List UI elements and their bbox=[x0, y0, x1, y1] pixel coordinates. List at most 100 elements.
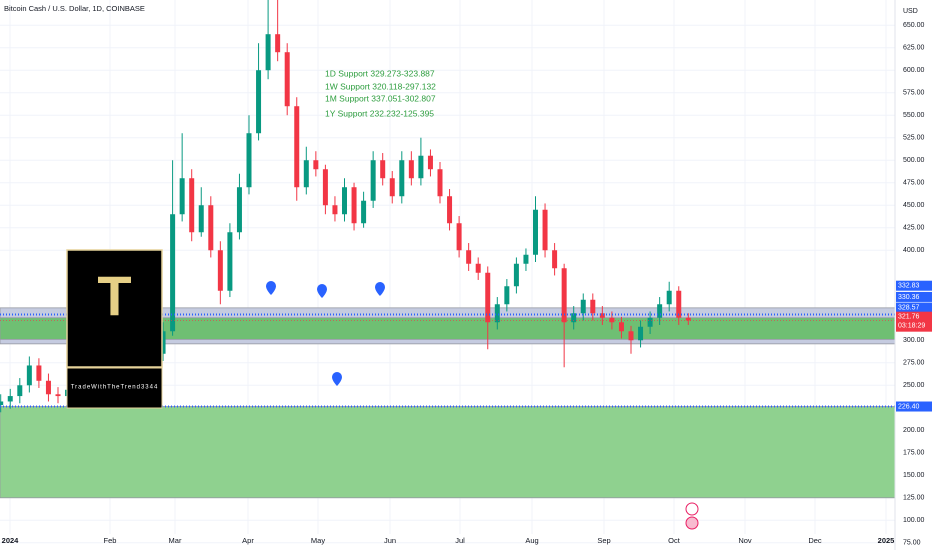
logo-letter: T bbox=[97, 264, 131, 327]
y-tick-label: 75.00 bbox=[903, 540, 921, 547]
pins bbox=[266, 281, 385, 386]
candle-body bbox=[380, 160, 386, 179]
candle-body bbox=[504, 286, 510, 305]
pin[interactable] bbox=[317, 284, 327, 298]
candle-body bbox=[399, 160, 405, 197]
candle-body bbox=[590, 299, 596, 314]
y-tick-label: 500.00 bbox=[903, 157, 925, 164]
candles bbox=[0, 0, 691, 413]
annotation: 1M Support 337.051-302.807 bbox=[325, 93, 436, 103]
y-tick-label: 525.00 bbox=[903, 135, 925, 142]
candle-body bbox=[418, 155, 424, 179]
pin[interactable] bbox=[375, 282, 385, 296]
x-tick-label: Mar bbox=[169, 536, 182, 545]
candle-body bbox=[236, 187, 242, 233]
y-tick-label: 250.00 bbox=[903, 382, 925, 389]
x-tick-label: 2024 bbox=[2, 536, 20, 545]
candle-body bbox=[217, 250, 223, 291]
logo-box bbox=[66, 249, 163, 368]
x-tick-label: Sep bbox=[597, 536, 610, 545]
y-tick-label: 200.00 bbox=[903, 427, 925, 434]
y-tick-label: 575.00 bbox=[903, 90, 925, 97]
price-label-bg bbox=[896, 401, 932, 412]
annotation: 1Y Support 232.232-125.395 bbox=[325, 108, 434, 118]
price-label: 330.36 bbox=[898, 294, 920, 301]
y-tick-label: 300.00 bbox=[903, 337, 925, 344]
pin[interactable] bbox=[332, 372, 342, 386]
candle-body bbox=[485, 272, 491, 323]
flag-icon[interactable] bbox=[685, 516, 699, 530]
price-label-bg bbox=[896, 302, 932, 313]
candle-body bbox=[389, 178, 395, 197]
event-icon[interactable] bbox=[685, 502, 699, 516]
icons bbox=[685, 502, 699, 530]
candle-body bbox=[628, 331, 634, 341]
candle-body bbox=[351, 187, 357, 224]
candle-body bbox=[361, 200, 367, 224]
candle-body bbox=[437, 169, 443, 197]
candle-body bbox=[322, 169, 328, 206]
candle-body bbox=[17, 385, 23, 397]
candle-body bbox=[561, 268, 567, 323]
candle-body bbox=[542, 209, 548, 251]
x-tick-label: Oct bbox=[668, 536, 681, 545]
candle-body bbox=[294, 106, 300, 188]
pin[interactable] bbox=[266, 281, 276, 295]
candle-body bbox=[494, 304, 500, 323]
x-tick-label: Feb bbox=[104, 536, 117, 545]
y-tick-label: 275.00 bbox=[903, 360, 925, 367]
y-tick-label: 400.00 bbox=[903, 247, 925, 254]
price-label: 332.83 bbox=[898, 283, 920, 290]
last-price-bg bbox=[896, 311, 932, 332]
candle-body bbox=[342, 187, 347, 215]
x-tick-label: Dec bbox=[808, 536, 822, 545]
candle-body bbox=[227, 232, 233, 291]
candle-body bbox=[685, 317, 691, 321]
candle-body bbox=[533, 209, 538, 255]
y-tick-label: 125.00 bbox=[903, 495, 925, 502]
candle-body bbox=[160, 331, 166, 354]
candle-body bbox=[0, 401, 4, 406]
x-tick-label: Aug bbox=[525, 536, 538, 545]
handle-box bbox=[66, 367, 163, 409]
candle-body bbox=[657, 304, 663, 318]
candle-body bbox=[456, 223, 462, 251]
candle-body bbox=[580, 299, 586, 314]
candle-body bbox=[475, 263, 481, 273]
x-tick-label: Jul bbox=[455, 536, 465, 545]
annotation: 1W Support 320.118-297.132 bbox=[325, 81, 436, 91]
candle-body bbox=[370, 160, 376, 201]
candle-body bbox=[208, 205, 214, 251]
candle-body bbox=[7, 396, 13, 402]
candle-body bbox=[256, 70, 262, 134]
candle-body bbox=[246, 133, 252, 188]
y-tick-label: 625.00 bbox=[903, 45, 925, 52]
y-tick-label: 600.00 bbox=[903, 67, 925, 74]
x-tick-label: 2025 bbox=[878, 536, 895, 545]
candle-body bbox=[571, 313, 577, 323]
candle-body bbox=[170, 214, 176, 332]
currency: USD bbox=[903, 8, 918, 15]
candle-body bbox=[447, 196, 453, 224]
lines bbox=[0, 313, 895, 408]
price-label: 328.57 bbox=[898, 304, 920, 311]
y-tick-label: 550.00 bbox=[903, 112, 925, 119]
candle-body bbox=[284, 52, 290, 107]
x-tick-label: Apr bbox=[242, 536, 254, 545]
y-tick-label: 450.00 bbox=[903, 202, 925, 209]
candle-body bbox=[609, 317, 615, 323]
y-tick-label: 475.00 bbox=[903, 180, 925, 187]
x-tick-label: Nov bbox=[738, 536, 752, 545]
candle-body bbox=[599, 313, 605, 318]
price-label: 226.40 bbox=[898, 403, 920, 410]
zone bbox=[0, 406, 896, 499]
last-price: 321.76 bbox=[898, 314, 920, 321]
y-tick-label: 150.00 bbox=[903, 472, 925, 479]
candle-body bbox=[466, 250, 472, 264]
candle-body bbox=[638, 326, 644, 341]
candle-body bbox=[189, 178, 195, 233]
candle-body bbox=[666, 290, 672, 305]
candle-body bbox=[523, 254, 529, 264]
candle-body bbox=[313, 160, 319, 170]
